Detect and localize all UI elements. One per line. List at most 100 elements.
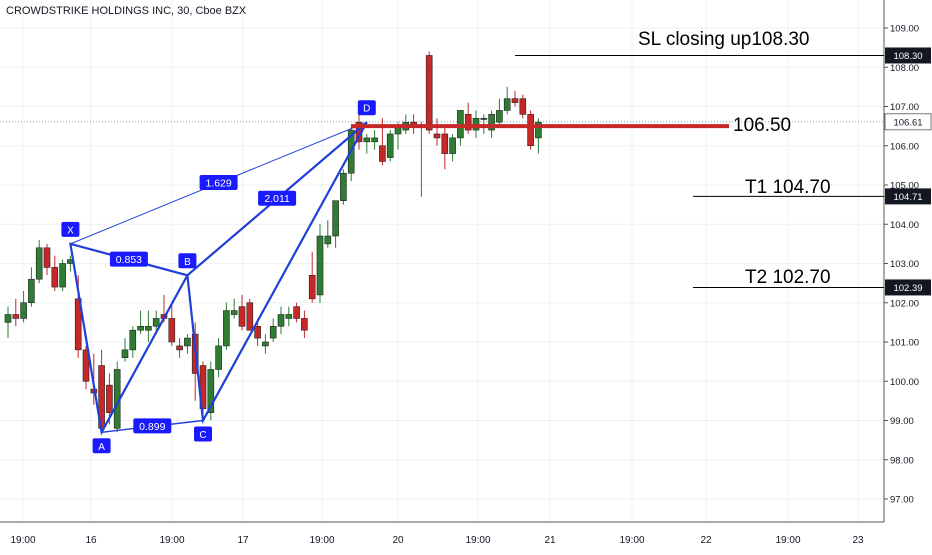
x-tick-label: 20 (392, 535, 404, 546)
t2-price-tag-label: 102.39 (893, 283, 922, 294)
y-tick-label: 98.00 (890, 455, 914, 466)
ratio-label-box (199, 175, 238, 191)
y-tick-label: 101.00 (890, 338, 919, 349)
candle-body (488, 114, 495, 131)
x-tick-label: 16 (85, 535, 97, 546)
t1-price-tag-label: 104.71 (893, 192, 922, 203)
t1-level-text: T1 104.70 (745, 177, 831, 198)
candle-body (59, 263, 66, 288)
x-tick-label: 19:00 (10, 535, 35, 546)
candle-body (168, 318, 176, 343)
chart-title: CROWDSTRIKE HOLDINGS INC, 30, Cboe BZX (6, 5, 247, 17)
y-tick-label: 107.00 (890, 102, 919, 113)
candle-body (449, 137, 456, 154)
candle-body (433, 133, 441, 139)
ratio-label: 0.899 (139, 421, 165, 433)
candle-body (371, 137, 378, 143)
x-tick-label: 22 (700, 535, 712, 546)
candle-body (332, 200, 339, 237)
candle-body (324, 235, 332, 245)
candle-body (12, 314, 20, 319)
candle-body (262, 341, 269, 347)
candle-body (285, 314, 293, 319)
candle-body (269, 325, 277, 339)
candle-body (106, 384, 113, 413)
y-tick-label: 109.00 (890, 24, 919, 35)
t2-price-tag (885, 279, 931, 296)
y-tick-label: 105.00 (890, 181, 919, 192)
candle-body (379, 145, 386, 162)
candle-body (176, 345, 183, 351)
candle-body (28, 278, 35, 304)
candle-body (137, 325, 144, 331)
y-tick-label: 99.00 (890, 416, 914, 427)
candle-body (277, 314, 285, 327)
point-label-box (92, 438, 111, 454)
candle-body (35, 247, 43, 280)
entry-level-text: 106.50 (733, 115, 791, 136)
candle-body (503, 98, 511, 111)
point-label-box (357, 100, 376, 116)
point-label: D (363, 104, 370, 115)
pattern-triangle-bcd (186, 121, 368, 425)
t2-level-text: T2 102.70 (745, 267, 831, 288)
point-label: X (67, 225, 74, 236)
candle-body (316, 235, 324, 296)
candle-body (464, 114, 472, 131)
y-tick-label: 102.00 (890, 298, 919, 309)
candle-body (74, 298, 82, 351)
candle-body (207, 369, 215, 413)
current-price-tag (884, 113, 932, 131)
candle-body (230, 310, 238, 315)
candle-body (145, 325, 152, 331)
point-label-box (61, 221, 80, 237)
y-tick-label: 100.00 (890, 377, 919, 388)
candle-body (527, 114, 534, 147)
y-tick-label: 106.00 (890, 141, 919, 152)
sl-price-tag-label: 108.30 (893, 51, 922, 62)
ratio-label-box (109, 251, 148, 267)
candle-body (238, 306, 246, 327)
sl-price-tag (885, 47, 931, 64)
y-tick-label: 108.00 (890, 63, 919, 74)
t1-price-tag (885, 188, 931, 205)
x-tick-label: 19:00 (465, 535, 490, 546)
candle-body (223, 310, 230, 347)
x-tick-label: 19:00 (159, 535, 184, 546)
candle-body (496, 110, 503, 123)
candle-body (254, 325, 261, 339)
candle-body (511, 98, 519, 103)
point-label: A (98, 442, 105, 453)
point-label-box (194, 426, 212, 442)
ratio-label-box (258, 190, 297, 206)
candle-body (129, 329, 137, 351)
candle-body (51, 267, 59, 288)
x-tick-label: 23 (852, 535, 864, 546)
sl-level-text: SL closing up108.30 (638, 29, 809, 50)
current-price-tag-label: 106.61 (893, 117, 922, 128)
candle-body (121, 349, 129, 359)
candle-body (425, 55, 433, 131)
candle-body (20, 302, 27, 319)
point-label: B (184, 257, 191, 268)
x-tick-label: 19:00 (775, 535, 800, 546)
entry-level-line (351, 124, 729, 129)
candle-body (386, 133, 394, 158)
candle-body (535, 121, 542, 139)
y-tick-label: 97.00 (890, 495, 914, 506)
candle-body (43, 247, 51, 268)
candle-body (301, 318, 308, 331)
candle-body (441, 133, 449, 154)
x-tick-label: 17 (237, 535, 249, 546)
ratio-label: 1.629 (205, 178, 231, 190)
x-tick-label: 19:00 (309, 535, 334, 546)
candle-body (308, 274, 316, 300)
ratio-label: 0.853 (116, 254, 142, 266)
candle-body (480, 117, 488, 120)
candle-body (215, 345, 222, 370)
candle-body (246, 302, 254, 331)
candle-body (152, 318, 160, 327)
candle-body (82, 349, 90, 382)
